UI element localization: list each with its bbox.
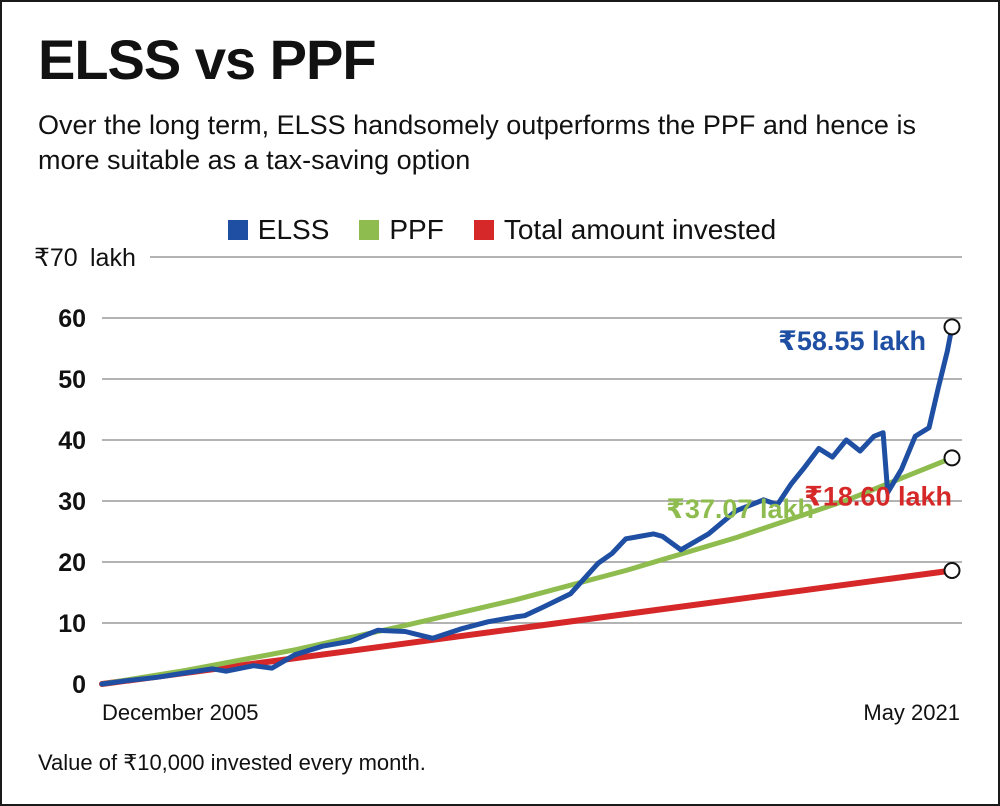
y-tick-label: 20 xyxy=(58,549,86,577)
x-tick-label-start: December 2005 xyxy=(102,700,259,725)
chart-subtitle: Over the long term, ELSS handsomely outp… xyxy=(38,110,916,176)
y-tick-label: 0 xyxy=(72,671,86,699)
annotation-elss: ₹58.55 lakh xyxy=(778,326,926,356)
end-marker-invested xyxy=(943,562,961,580)
end-marker-ppf xyxy=(943,449,961,467)
chart-title: ELSS vs PPF xyxy=(38,28,377,91)
chart-footnote: Value of ₹10,000 invested every month. xyxy=(38,750,426,775)
legend-item-invested: Total amount invested xyxy=(473,214,777,246)
y-tick-label: 10 xyxy=(58,610,86,638)
y-tick-label: 30 xyxy=(58,488,86,516)
legend-label-invested: Total amount invested xyxy=(503,214,777,245)
series-line-elss xyxy=(99,324,955,687)
y-unit-label: lakh xyxy=(90,244,136,272)
annotation-invested: ₹18.60 lakh xyxy=(804,482,952,512)
legend-item-ppf: PPF xyxy=(359,214,444,246)
series-line-invested xyxy=(99,567,955,687)
y-tick-label: 50 xyxy=(58,366,86,394)
legend-swatch-elss xyxy=(227,220,248,240)
legend-item-elss: ELSS xyxy=(227,214,330,246)
legend-label-elss: ELSS xyxy=(257,214,330,245)
x-tick-label-end: May 2021 xyxy=(863,700,960,725)
annotation-ppf: ₹37.07 lakh xyxy=(666,494,814,524)
legend-swatch-invested xyxy=(473,220,494,240)
legend-label-ppf: PPF xyxy=(389,214,444,245)
legend-swatch-ppf xyxy=(359,220,380,240)
y-tick-label: 60 xyxy=(58,305,86,333)
chart-legend: ELSS PPF Total amount invested xyxy=(2,214,998,246)
end-marker-elss xyxy=(943,318,961,336)
series-line-ppf xyxy=(99,455,955,687)
y-tick-label: ₹70 xyxy=(34,244,78,272)
y-tick-label: 40 xyxy=(58,427,86,455)
